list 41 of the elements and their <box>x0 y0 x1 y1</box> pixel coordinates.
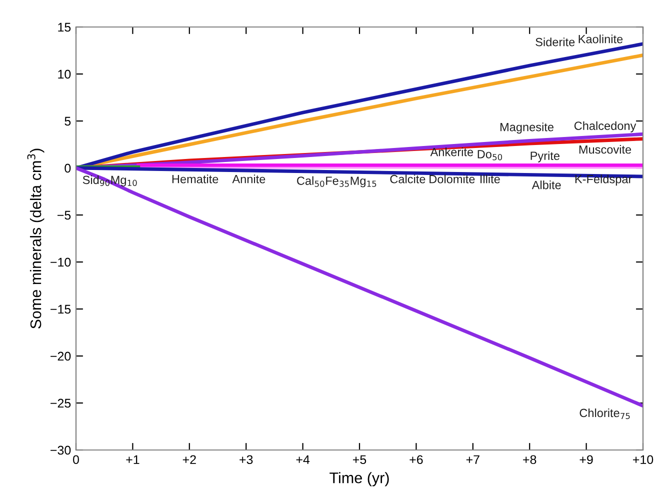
annotation: Kaolinite <box>578 34 623 44</box>
x-axis-title: Time (yr) <box>330 472 389 486</box>
annotation: Illite <box>480 174 500 184</box>
y-tick-label: −25 <box>50 398 71 408</box>
annotation: Magnesite <box>500 122 554 134</box>
annotation: Dolomite <box>430 174 475 184</box>
annotation: Hematite <box>172 174 218 184</box>
annotation: Chalcedony <box>574 121 636 132</box>
x-tick-label: +7 <box>466 455 480 464</box>
y-tick-label: −30 <box>50 446 71 455</box>
annotation: Pyrite <box>530 151 560 162</box>
x-tick-label: 0 <box>73 455 79 464</box>
y-tick-label: 15 <box>58 22 71 32</box>
y-tick-label: 0 <box>64 164 71 173</box>
annotation: Cal$_{50}$Fe$_{35}$Mg$_{15}$ <box>297 176 376 188</box>
y-tick-label: −20 <box>50 352 71 361</box>
annotation: Muscovite <box>579 145 632 154</box>
annotation: Siderite <box>536 38 575 46</box>
y-tick-label: −5 <box>58 210 71 220</box>
annotation: Ankerite <box>430 148 474 156</box>
annotation: Chlorite$_{75}$ <box>580 408 630 420</box>
annotation: Annite <box>232 174 266 184</box>
annotation: Do$_{50}$ <box>478 150 502 160</box>
annotation: K-Feldspar <box>575 174 632 186</box>
y-tick-label: −10 <box>50 258 71 267</box>
x-tick-label: +9 <box>580 455 593 464</box>
y-axis-title: Some minerals (delta cm$^{3}$) <box>27 148 44 329</box>
x-tick-label: +8 <box>523 455 536 464</box>
y-tick-label: 5 <box>64 116 71 126</box>
x-tick-label: +4 <box>296 455 310 464</box>
y-tick-label: −15 <box>50 304 71 314</box>
annotation: Albite <box>532 180 561 190</box>
annotation: Calcite <box>390 174 426 184</box>
x-tick-label: +3 <box>240 455 253 464</box>
y-tick-label: 10 <box>58 70 71 79</box>
x-tick-label: +6 <box>410 455 423 464</box>
annotation: Sid$_{90}$Mg$_{10}$ <box>82 175 137 186</box>
x-tick-label: +1 <box>126 455 140 464</box>
x-tick-label: +2 <box>182 455 196 464</box>
x-tick-label: +5 <box>352 455 366 464</box>
x-tick-label: +10 <box>633 455 654 464</box>
